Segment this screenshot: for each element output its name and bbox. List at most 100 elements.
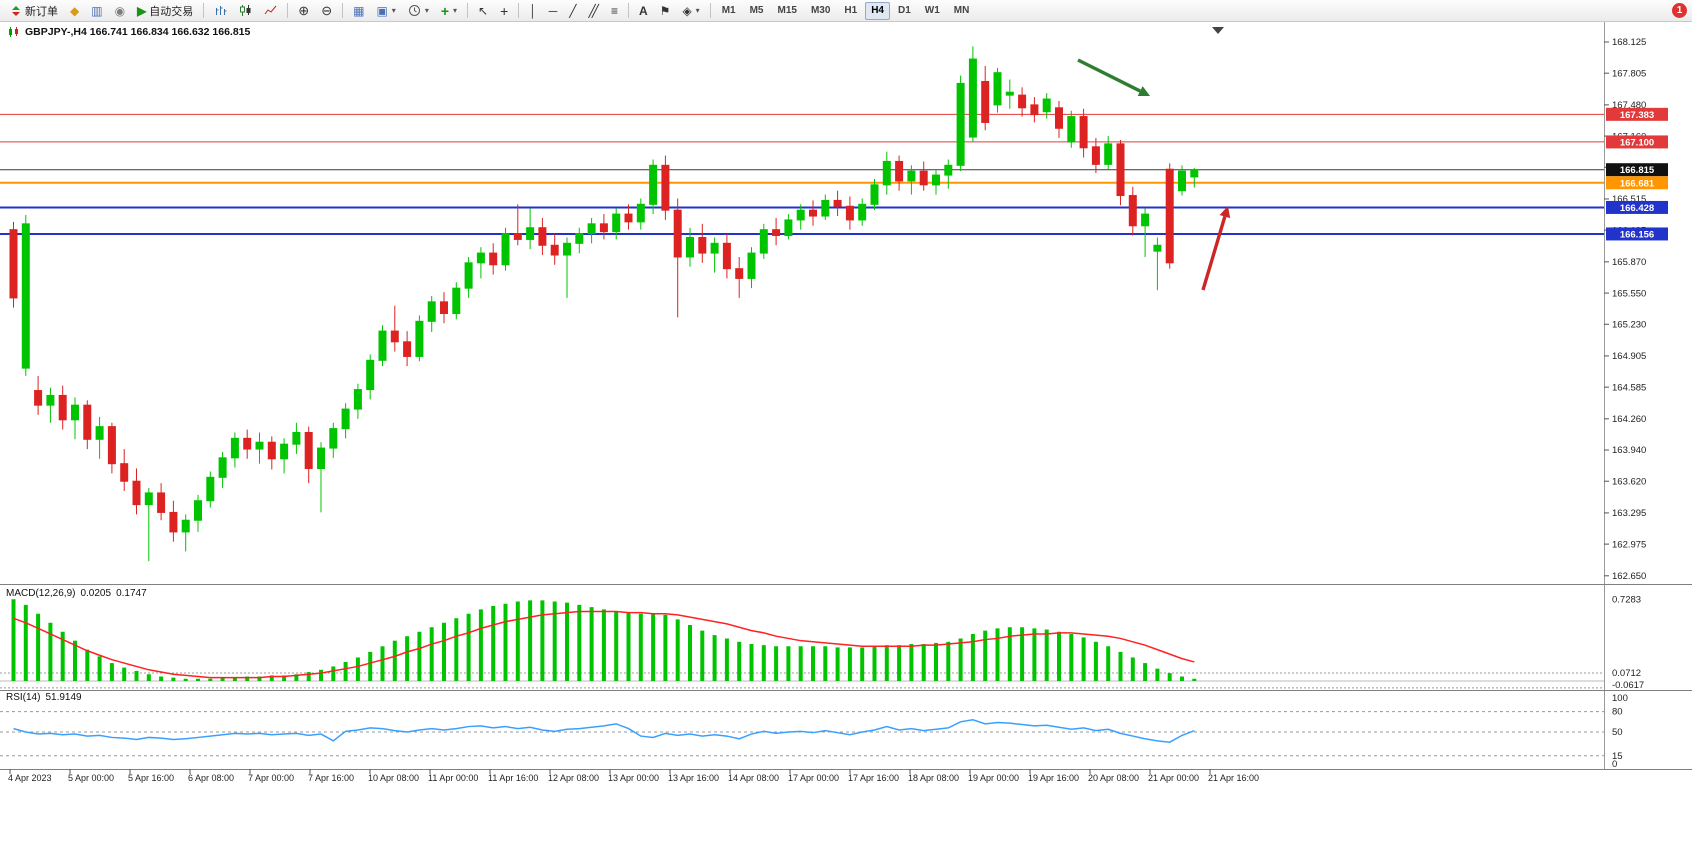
line-chart-button[interactable]: [259, 2, 282, 20]
cursor-icon: ↖: [478, 3, 489, 18]
svg-text:166.515: 166.515: [1612, 194, 1646, 205]
svg-text:163.940: 163.940: [1612, 445, 1646, 456]
svg-text:12 Apr 08:00: 12 Apr 08:00: [548, 773, 599, 783]
svg-text:164.905: 164.905: [1612, 351, 1646, 362]
bar-chart-icon: [214, 4, 227, 17]
timeframe-m30-button[interactable]: M30: [805, 2, 836, 20]
time-axis[interactable]: 4 Apr 2023 5 Apr 00:00 5 Apr 16:00 6 Apr 08…: [8, 769, 1259, 783]
svg-text:7 Apr 16:00: 7 Apr 16:00: [308, 773, 354, 783]
svg-text:5 Apr 00:00: 5 Apr 00:00: [68, 773, 114, 783]
data-window-button[interactable]: ▥: [86, 2, 107, 20]
label-flag-icon: ⚑: [659, 3, 671, 18]
label-button[interactable]: ⚑: [655, 2, 676, 20]
macd-signal-line: [13, 610, 1195, 679]
svg-text:162.650: 162.650: [1612, 571, 1646, 582]
timeframe-mn-button[interactable]: MN: [948, 2, 976, 20]
svg-text:0.7283: 0.7283: [1612, 594, 1641, 605]
horizontal-line-button[interactable]: ─: [544, 2, 563, 20]
fibonacci-icon: ≡: [610, 3, 618, 18]
shapes-button[interactable]: ◈ ▾: [677, 2, 704, 20]
macd-name: MACD(12,26,9): [6, 588, 76, 599]
timeframe-m5-button[interactable]: M5: [744, 2, 770, 20]
auto-trading-button[interactable]: ▶ 自动交易: [132, 2, 198, 20]
macd-signal-value: 0.1747: [116, 588, 147, 599]
svg-text:-0.0617: -0.0617: [1612, 680, 1644, 691]
svg-text:167.383: 167.383: [1620, 110, 1654, 121]
tile-windows-button[interactable]: ▦: [348, 2, 369, 20]
svg-text:18 Apr 08:00: 18 Apr 08:00: [908, 773, 959, 783]
macd-main-value: 0.0205: [80, 588, 112, 599]
macd-pane[interactable]: 0.7283 0.0712-0.0617: [0, 594, 1644, 691]
svg-text:166.428: 166.428: [1620, 203, 1654, 214]
candlestick-chart-button[interactable]: [234, 2, 257, 20]
new-chart-button[interactable]: ▣ ▾: [371, 2, 400, 20]
crosshair-button[interactable]: +: [495, 2, 513, 20]
svg-text:14 Apr 08:00: 14 Apr 08:00: [728, 773, 779, 783]
timeframe-h1-button[interactable]: H1: [838, 2, 863, 20]
price-marker-166.681: [1606, 176, 1668, 190]
timeframe-w1-button[interactable]: W1: [919, 2, 946, 20]
navigator-icon: ◉: [114, 3, 126, 18]
price-marker-167.100: [1606, 135, 1668, 149]
svg-text:50: 50: [1612, 727, 1623, 738]
svg-text:165.550: 165.550: [1612, 288, 1646, 299]
vertical-line-button[interactable]: │: [524, 2, 542, 20]
channel-icon: ╱╱: [588, 3, 600, 18]
price-marker-166.428: [1606, 200, 1668, 214]
tile-windows-icon: ▦: [353, 3, 365, 18]
notification-badge[interactable]: 1: [1672, 3, 1687, 18]
svg-text:6 Apr 08:00: 6 Apr 08:00: [188, 773, 234, 783]
chart-symbol-icon: [8, 26, 20, 38]
price-marker-166.815: [1606, 163, 1668, 177]
price-marker-166.156: [1606, 227, 1668, 241]
svg-text:100: 100: [1612, 693, 1628, 704]
svg-text:167.480: 167.480: [1612, 100, 1646, 111]
timeframe-m1-button[interactable]: M1: [716, 2, 742, 20]
toolbar: 新订单 ◆ ▥ ◉ ▶ 自动交易 ⊕ ⊖ ▦ ▣ ▾ ▾ + ▾ ↖ + │ ─ ╱…: [0, 0, 1692, 22]
svg-text:80: 80: [1612, 707, 1623, 718]
zoom-in-button[interactable]: ⊕: [293, 2, 314, 20]
line-chart-icon: [264, 4, 277, 17]
svg-text:0.0712: 0.0712: [1612, 668, 1641, 679]
timeframe-h4-button[interactable]: H4: [865, 1, 890, 20]
chart-canvas[interactable]: 168.125167.805167.480167.160166.840166.5…: [0, 22, 1692, 850]
svg-text:17 Apr 16:00: 17 Apr 16:00: [848, 773, 899, 783]
periods-button[interactable]: ▾: [403, 2, 434, 20]
svg-text:17 Apr 00:00: 17 Apr 00:00: [788, 773, 839, 783]
indicators-button[interactable]: + ▾: [436, 2, 462, 20]
timeframe-d1-button[interactable]: D1: [892, 2, 917, 20]
clock-icon: [408, 4, 421, 17]
zoom-out-button[interactable]: ⊖: [316, 2, 337, 20]
text-button[interactable]: A: [634, 2, 653, 20]
fibonacci-button[interactable]: ≡: [606, 2, 623, 20]
rsi-name: RSI(14): [6, 692, 41, 703]
toolbar-separator: [709, 3, 711, 18]
svg-text:166.815: 166.815: [1620, 165, 1655, 176]
vertical-line-icon: │: [529, 3, 537, 18]
toolbar-separator: [342, 3, 344, 18]
svg-text:162.975: 162.975: [1612, 539, 1646, 550]
rsi-pane[interactable]: 100 80 50 150: [0, 693, 1628, 770]
chevron-down-icon: ▾: [695, 6, 700, 15]
crosshair-icon: +: [500, 2, 509, 19]
green-arrow: [1077, 58, 1150, 96]
svg-text:5 Apr 16:00: 5 Apr 16:00: [128, 773, 174, 783]
timeframe-m15-button[interactable]: M15: [772, 2, 803, 20]
navigator-button[interactable]: ◉: [110, 2, 130, 20]
svg-text:19 Apr 16:00: 19 Apr 16:00: [1028, 773, 1079, 783]
svg-text:165.870: 165.870: [1612, 257, 1646, 268]
red-arrow: [1201, 206, 1231, 291]
trendline-button[interactable]: ╱: [564, 2, 581, 20]
zoom-out-icon: ⊖: [321, 3, 333, 18]
chevron-down-icon: ▾: [453, 6, 458, 15]
channel-button[interactable]: ╱╱: [584, 2, 604, 20]
candlestick-chart-icon: [239, 4, 252, 17]
svg-text:7 Apr 00:00: 7 Apr 00:00: [248, 773, 294, 783]
cursor-button[interactable]: ↖: [473, 2, 493, 20]
svg-text:11 Apr 16:00: 11 Apr 16:00: [488, 773, 538, 783]
bar-chart-button[interactable]: [209, 2, 232, 20]
toolbar-separator: [203, 3, 205, 18]
market-watch-button[interactable]: ◆: [65, 2, 84, 20]
new-order-button[interactable]: 新订单: [5, 2, 63, 20]
svg-text:21 Apr 00:00: 21 Apr 00:00: [1148, 773, 1199, 783]
